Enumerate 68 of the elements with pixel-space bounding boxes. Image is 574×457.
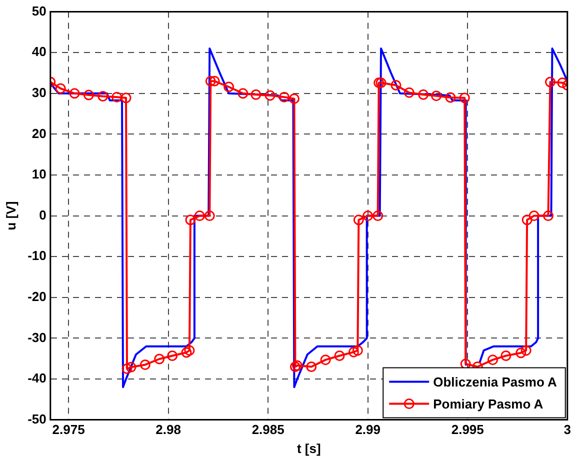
point xyxy=(120,92,132,104)
y-tick-label: 30 xyxy=(32,84,46,100)
point xyxy=(348,346,359,358)
point xyxy=(69,88,80,99)
point xyxy=(288,93,300,104)
point xyxy=(557,78,568,88)
point xyxy=(516,348,526,358)
x-tick-label: 3 xyxy=(564,422,571,438)
point xyxy=(431,90,442,102)
point xyxy=(488,354,498,366)
point xyxy=(500,350,512,361)
point xyxy=(278,92,290,102)
point xyxy=(55,83,66,94)
y-tick-label: -40 xyxy=(28,370,46,386)
point xyxy=(238,88,248,99)
point xyxy=(122,364,132,374)
x-tick-label: 2.975 xyxy=(52,422,85,438)
y-tick-label: -50 xyxy=(28,411,46,426)
point xyxy=(459,92,470,104)
x-tick-label: 2.98 xyxy=(156,422,181,438)
x-axis-title: t [s] xyxy=(296,440,321,456)
point xyxy=(250,89,262,100)
point xyxy=(204,210,215,222)
y-tick-label: -30 xyxy=(28,330,46,345)
y-tick-label: 50 xyxy=(32,3,46,18)
point xyxy=(140,359,150,370)
legend-label: Obliczenia Pasmo A xyxy=(433,374,558,390)
point xyxy=(544,76,556,88)
point xyxy=(83,90,94,100)
point xyxy=(320,354,331,366)
point xyxy=(522,214,532,226)
point xyxy=(264,90,276,101)
point xyxy=(126,362,136,372)
x-tick-label: 2.985 xyxy=(252,422,284,438)
x-tick-label: 2.995 xyxy=(451,422,484,438)
y-tick-label: -10 xyxy=(28,248,46,264)
x-tick-label: 2.99 xyxy=(355,422,381,438)
legend-label: Pomiary Pasmo A xyxy=(433,396,544,412)
point xyxy=(334,350,345,361)
point xyxy=(418,89,429,100)
point xyxy=(353,214,364,226)
point xyxy=(306,362,317,372)
point xyxy=(542,210,554,222)
point xyxy=(372,210,384,222)
y-axis-title: u [V] xyxy=(3,201,18,230)
y-tick-label: 0 xyxy=(39,207,46,222)
point xyxy=(445,92,456,103)
point xyxy=(112,92,122,102)
point xyxy=(209,76,220,86)
point xyxy=(404,87,414,98)
y-tick-label: 40 xyxy=(32,44,46,60)
point xyxy=(98,91,108,102)
point xyxy=(185,214,196,226)
point xyxy=(390,80,402,90)
point xyxy=(167,350,178,361)
point xyxy=(205,76,216,86)
y-tick-label: 20 xyxy=(32,126,46,141)
point xyxy=(194,210,205,222)
point xyxy=(184,345,195,356)
point xyxy=(528,210,540,222)
y-tick-label: 10 xyxy=(32,166,46,182)
point xyxy=(362,210,374,222)
y-tick-label: -20 xyxy=(28,288,46,304)
point xyxy=(520,345,532,356)
point xyxy=(181,347,192,358)
point xyxy=(352,345,363,356)
point xyxy=(154,354,165,364)
point xyxy=(224,82,234,92)
